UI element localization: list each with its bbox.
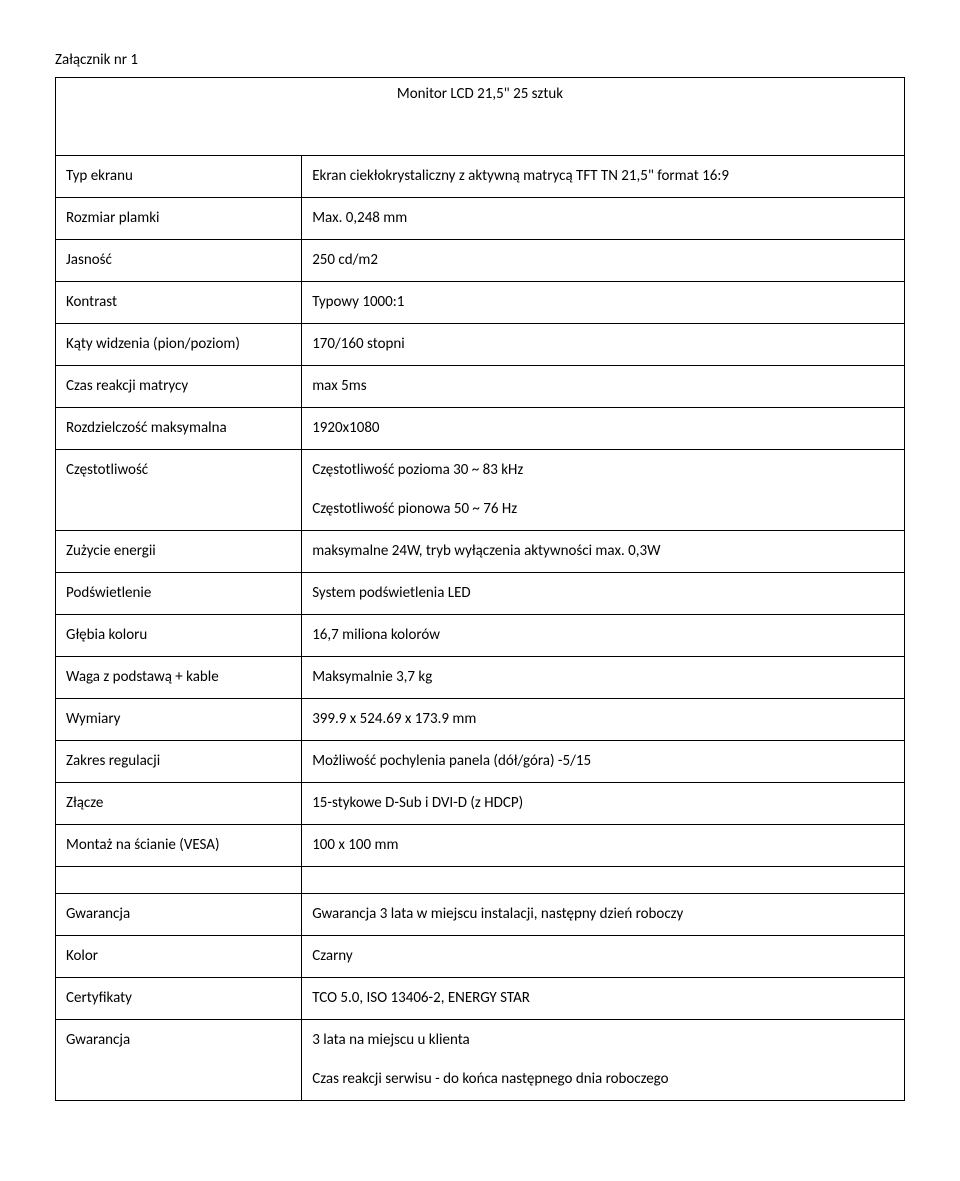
spec-table: Monitor LCD 21,5" 25 sztuk Typ ekranuEkr… [55,77,905,1101]
spec-value: System podświetlenia LED [302,573,905,615]
spec-value: Czarny [302,936,905,978]
spec-value: 15-stykowe D-Sub i DVI-D (z HDCP) [302,783,905,825]
spec-label: Zużycie energii [56,531,302,573]
attachment-label: Załącznik nr 1 [55,50,905,71]
table-row: Montaż na ścianie (VESA)100 x 100 mm [56,825,905,867]
table-row: KontrastTypowy 1000:1 [56,282,905,324]
table-row: KolorCzarny [56,936,905,978]
table-row: PodświetlenieSystem podświetlenia LED [56,573,905,615]
table-row: Waga z podstawą + kableMaksymalnie 3,7 k… [56,657,905,699]
spec-label: Waga z podstawą + kable [56,657,302,699]
spec-value: 3 lata na miejscu u klientaCzas reakcji … [302,1020,905,1101]
spec-value: Możliwość pochylenia panela (dół/góra) -… [302,741,905,783]
table-row: CertyfikatyTCO 5.0, ISO 13406-2, ENERGY … [56,978,905,1020]
spec-value: 16,7 miliona kolorów [302,615,905,657]
spec-label: Gwarancja [56,1020,302,1101]
table-row: CzęstotliwośćCzęstotliwość pozioma 30 ~ … [56,450,905,531]
spec-label: Kolor [56,936,302,978]
spec-label: Częstotliwość [56,450,302,531]
spacer-row [56,867,905,894]
spec-value: 399.9 x 524.69 x 173.9 mm [302,699,905,741]
table-row: Wymiary399.9 x 524.69 x 173.9 mm [56,699,905,741]
spec-label: Czas reakcji matrycy [56,366,302,408]
spec-label: Typ ekranu [56,156,302,198]
spec-value: Max. 0,248 mm [302,198,905,240]
table-row: Kąty widzenia (pion/poziom)170/160 stopn… [56,324,905,366]
table-row: Typ ekranuEkran ciekłokrystaliczny z akt… [56,156,905,198]
spec-label: Rozmiar plamki [56,198,302,240]
spec-value: Ekran ciekłokrystaliczny z aktywną matry… [302,156,905,198]
title-cell: Monitor LCD 21,5" 25 sztuk [56,78,905,156]
spec-value: 100 x 100 mm [302,825,905,867]
table-row: Zakres regulacjiMożliwość pochylenia pan… [56,741,905,783]
spec-label: Kontrast [56,282,302,324]
title-row: Monitor LCD 21,5" 25 sztuk [56,78,905,156]
table-row: Rozdzielczość maksymalna1920x1080 [56,408,905,450]
spec-label: Złącze [56,783,302,825]
spec-label: Gwarancja [56,894,302,936]
spec-label: Kąty widzenia (pion/poziom) [56,324,302,366]
spec-value: Typowy 1000:1 [302,282,905,324]
spec-label: Rozdzielczość maksymalna [56,408,302,450]
spec-value: max 5ms [302,366,905,408]
spec-value: 1920x1080 [302,408,905,450]
spec-label: Certyfikaty [56,978,302,1020]
spec-label: Jasność [56,240,302,282]
spec-value: Częstotliwość pozioma 30 ~ 83 kHzCzęstot… [302,450,905,531]
table-row: Złącze15-stykowe D-Sub i DVI-D (z HDCP) [56,783,905,825]
spec-label: Głębia koloru [56,615,302,657]
table-row: Zużycie energiimaksymalne 24W, tryb wyłą… [56,531,905,573]
table-row: Jasność250 cd/m2 [56,240,905,282]
table-row: GwarancjaGwarancja 3 lata w miejscu inst… [56,894,905,936]
spec-label: Wymiary [56,699,302,741]
spec-label: Podświetlenie [56,573,302,615]
table-row: Rozmiar plamkiMax. 0,248 mm [56,198,905,240]
spec-label: Zakres regulacji [56,741,302,783]
table-row: Głębia koloru16,7 miliona kolorów [56,615,905,657]
spec-value: TCO 5.0, ISO 13406-2, ENERGY STAR [302,978,905,1020]
spec-value: Gwarancja 3 lata w miejscu instalacji, n… [302,894,905,936]
spec-value: 250 cd/m2 [302,240,905,282]
table-row: Gwarancja3 lata na miejscu u klientaCzas… [56,1020,905,1101]
spec-value: 170/160 stopni [302,324,905,366]
table-row: Czas reakcji matrycymax 5ms [56,366,905,408]
spec-value: Maksymalnie 3,7 kg [302,657,905,699]
spec-label: Montaż na ścianie (VESA) [56,825,302,867]
spec-value: maksymalne 24W, tryb wyłączenia aktywnoś… [302,531,905,573]
